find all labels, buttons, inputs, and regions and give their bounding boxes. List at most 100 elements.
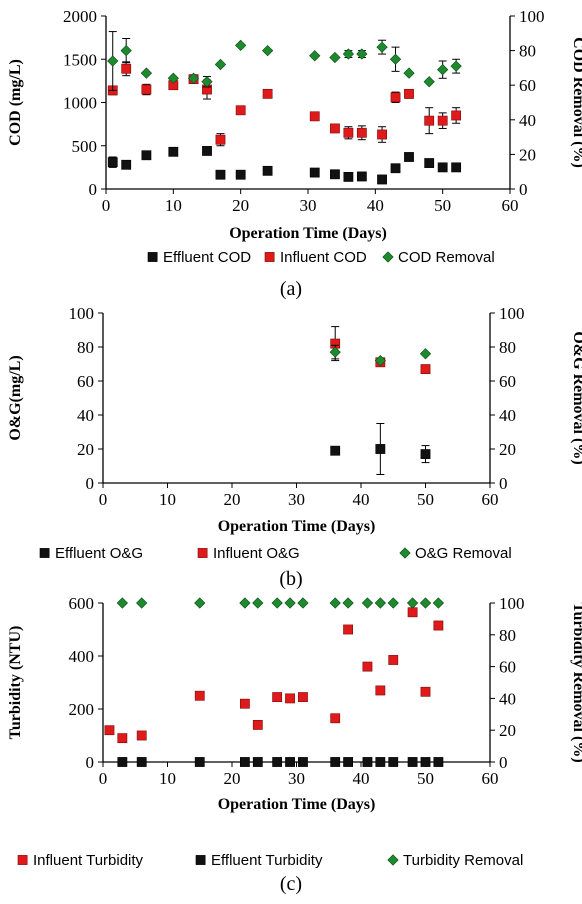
- y2-axis-label: Turbidity Removal (%): [570, 602, 582, 762]
- legend-marker: [387, 854, 399, 866]
- x-tick-label: 0: [99, 769, 108, 788]
- legend-marker: [39, 548, 50, 558]
- data-point: [141, 150, 152, 161]
- data-point: [451, 162, 462, 173]
- data-point: [330, 713, 341, 724]
- data-point: [375, 757, 386, 767]
- data-point: [390, 92, 401, 103]
- data-point: [107, 157, 118, 168]
- legend-item: Effluent COD: [147, 249, 251, 266]
- data-point: [376, 41, 388, 53]
- y-tick-label: 500: [72, 137, 98, 156]
- y-tick-label: 40: [77, 406, 94, 425]
- data-point: [252, 597, 264, 609]
- data-point: [451, 110, 462, 121]
- legend-marker: [147, 252, 158, 262]
- data-point: [343, 127, 354, 138]
- data-point: [432, 597, 445, 609]
- data-point: [214, 58, 227, 71]
- data-point: [330, 757, 341, 767]
- y2-tick-label: 40: [499, 689, 516, 708]
- data-point: [374, 354, 386, 367]
- data-point: [240, 698, 250, 709]
- series-effluent-cod: [107, 146, 462, 185]
- y2-axis-label: O&G Removal (%): [570, 331, 582, 464]
- legend-label: O&G Removal: [415, 545, 512, 562]
- data-point: [262, 165, 273, 176]
- data-point: [437, 162, 448, 173]
- data-point: [330, 169, 340, 180]
- x-axis-label: Operation Time (Days): [218, 518, 376, 535]
- y-axis-label: Turbidity (NTU): [7, 626, 24, 740]
- y2-tick-label: 60: [499, 372, 516, 391]
- data-point: [424, 158, 435, 168]
- data-point: [420, 686, 431, 697]
- data-point: [437, 64, 449, 76]
- x-tick-label: 10: [159, 490, 176, 509]
- data-point: [356, 171, 367, 182]
- data-point: [329, 346, 341, 358]
- data-point: [362, 661, 373, 672]
- series-effluent-turbidity: [117, 757, 444, 767]
- y2-tick-label: 40: [519, 111, 536, 130]
- data-point: [298, 692, 308, 702]
- x-tick-label: 60: [502, 196, 519, 215]
- y2-tick-label: 80: [499, 626, 516, 645]
- data-point: [240, 757, 250, 767]
- data-point: [297, 597, 309, 609]
- data-point: [235, 39, 247, 52]
- legend-label: Influent COD: [280, 249, 367, 266]
- data-point: [187, 72, 200, 84]
- data-point: [272, 692, 283, 702]
- legend-label: Influent Turbidity: [33, 852, 144, 869]
- data-point: [261, 44, 274, 57]
- x-tick-label: 60: [482, 769, 499, 788]
- data-point: [403, 67, 415, 79]
- x-tick-label: 50: [417, 490, 434, 509]
- panel-b: 0 10 20 30 40 50 60020406080100020406080100Ope…: [7, 304, 582, 590]
- data-point: [343, 757, 353, 767]
- x-tick-label: 40: [367, 196, 384, 215]
- data-point: [235, 105, 246, 116]
- data-point: [252, 719, 263, 730]
- legend-marker: [195, 855, 206, 865]
- data-point: [389, 53, 402, 65]
- y-tick-label: 200: [69, 700, 95, 719]
- data-point: [362, 757, 373, 767]
- panel-caption: (a): [280, 278, 302, 300]
- series-influent-cod: [107, 61, 462, 147]
- legend-item: Effluent Turbidity: [195, 852, 323, 869]
- data-point: [450, 60, 462, 72]
- y-tick-label: 400: [69, 647, 95, 666]
- data-point: [167, 72, 179, 84]
- legend-label: Effluent COD: [163, 249, 251, 266]
- x-tick-label: 40: [353, 490, 370, 509]
- data-point: [271, 597, 283, 609]
- y-tick-label: 0: [89, 180, 98, 199]
- data-point: [107, 55, 119, 67]
- data-point: [343, 624, 353, 635]
- legend-marker: [17, 855, 28, 865]
- legend-marker: [197, 548, 208, 558]
- data-point: [377, 129, 387, 140]
- legend-item: Effluent O&G: [39, 545, 143, 562]
- data-point: [423, 76, 435, 88]
- data-point: [343, 171, 354, 182]
- data-point: [356, 127, 367, 138]
- y-tick-label: 600: [69, 594, 95, 613]
- data-point: [374, 597, 386, 609]
- y-axis-label: O&G(mg/L): [7, 355, 24, 440]
- data-point: [437, 115, 448, 126]
- data-point: [298, 757, 308, 767]
- legend-marker: [382, 251, 394, 263]
- data-point: [329, 51, 341, 64]
- y-tick-label: 1500: [63, 50, 97, 69]
- x-tick-label: 30: [288, 490, 305, 509]
- data-point: [136, 730, 147, 741]
- data-point: [136, 757, 147, 767]
- series-cod-removal: [107, 31, 462, 91]
- data-point: [420, 757, 431, 767]
- data-point: [361, 597, 374, 609]
- data-point: [285, 693, 295, 704]
- y2-axis-label: COD Removal (%): [570, 37, 582, 168]
